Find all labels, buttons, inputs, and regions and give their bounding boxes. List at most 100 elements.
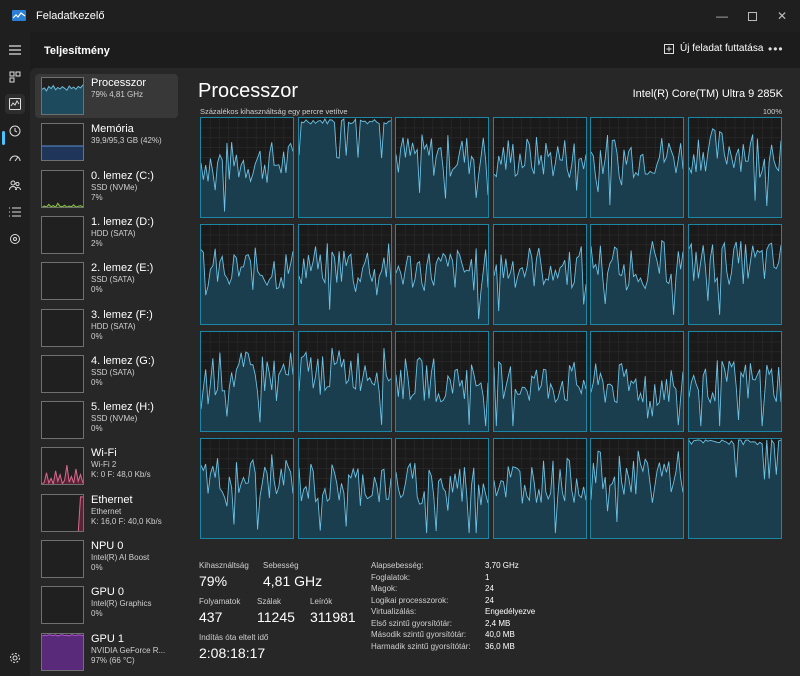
- nav-settings[interactable]: [5, 648, 25, 668]
- nav-startup-apps[interactable]: [5, 148, 25, 168]
- sidebar-item-sub2: 0%: [91, 563, 103, 572]
- sidebar-item-sub: SSD (NVMe): [91, 414, 138, 424]
- uptime-label: Indítás óta eltelt idő: [199, 633, 269, 642]
- cpu-core-graph: [297, 438, 392, 539]
- cpu-core-graph: [395, 331, 490, 432]
- sidebar-item-name: 0. lemez (C:): [91, 169, 154, 182]
- sidebar-thumbnail-graph: [41, 215, 84, 254]
- sidebar-item-name: GPU 1: [91, 632, 125, 645]
- sidebar-item[interactable]: NPU 0 Intel(R) AI Boost 0%: [35, 537, 178, 581]
- speed-label: Sebesség: [263, 561, 299, 570]
- detail-key: Logikai processzorok:: [371, 595, 449, 605]
- cpu-core-graph: [200, 117, 294, 218]
- run-new-task-button[interactable]: Új feladat futtatása: [664, 43, 763, 54]
- nav-services[interactable]: [5, 229, 25, 249]
- nav-users[interactable]: [5, 175, 25, 195]
- cpu-core-graph: [590, 438, 685, 539]
- sidebar-item-sub: 39,9/95,3 GB (42%): [91, 136, 162, 146]
- cpu-core-graph: [590, 331, 685, 432]
- gear-icon: [10, 653, 20, 663]
- sidebar-item-sub: Intel(R) Graphics: [91, 599, 152, 609]
- sidebar-item[interactable]: 1. lemez (D:) HDD (SATA) 2%: [35, 213, 178, 257]
- active-nav-indicator: [2, 131, 5, 145]
- sidebar-item[interactable]: 5. lemez (H:) SSD (NVMe) 0%: [35, 398, 178, 442]
- sidebar-thumbnail-graph: [41, 493, 84, 532]
- processes-icon: [9, 71, 21, 83]
- detail-value: 1: [485, 572, 490, 582]
- sidebar-item[interactable]: Ethernet Ethernet K: 16,0 F: 40,0 Kb/s: [35, 491, 178, 535]
- sidebar-item-sub2: 0%: [91, 377, 103, 387]
- minimize-button[interactable]: —: [704, 0, 740, 32]
- history-icon: [9, 125, 21, 137]
- sidebar-thumbnail-graph: [41, 540, 84, 578]
- sidebar-item-sub2: 0%: [91, 331, 103, 341]
- hamburger-icon: [9, 45, 21, 55]
- sidebar-item[interactable]: GPU 1 NVIDIA GeForce R... 97% (66 °C): [35, 630, 178, 674]
- sidebar-item-name: 2. lemez (E:): [91, 262, 154, 275]
- detail-value: 36,0 MB: [485, 641, 515, 651]
- handles-value: 311981: [310, 609, 356, 625]
- sidebar-item-sub: Intel(R) AI Boost: [91, 553, 150, 562]
- users-icon: [9, 180, 21, 191]
- cpu-core-graph: [297, 224, 392, 325]
- maximize-icon: [747, 11, 757, 21]
- processes-label: Folyamatok: [199, 597, 241, 606]
- detail-value: Engedélyezve: [485, 607, 536, 616]
- sidebar-item[interactable]: 2. lemez (E:) SSD (SATA) 0%: [35, 259, 178, 303]
- close-button[interactable]: ✕: [764, 0, 800, 32]
- threads-label: Szálak: [257, 597, 282, 606]
- page-title: Teljesítmény: [44, 45, 110, 57]
- more-options-button[interactable]: •••: [768, 42, 784, 56]
- sidebar-item-name: Memória: [91, 123, 134, 136]
- sidebar-item[interactable]: Processzor 79% 4,81 GHz: [35, 74, 178, 118]
- hamburger-menu-button[interactable]: [5, 40, 25, 60]
- nav-details[interactable]: [5, 202, 25, 222]
- detail-key: Harmadik szintű gyorsítótár:: [371, 641, 471, 651]
- core-graphs-grid[interactable]: [200, 117, 783, 540]
- sidebar-item[interactable]: 3. lemez (F:) HDD (SATA) 0%: [35, 306, 178, 350]
- cpu-core-graph: [395, 224, 490, 325]
- cpu-core-graph: [297, 331, 392, 432]
- cpu-core-graph: [590, 224, 685, 325]
- uptime-value: 2:08:18:17: [199, 645, 266, 661]
- detail-value: 3,70 GHz: [485, 561, 519, 570]
- detail-value: 24: [485, 584, 494, 593]
- sidebar-thumbnail-graph: [41, 308, 84, 347]
- sidebar-item-sub: HDD (SATA): [91, 321, 136, 331]
- sidebar-item[interactable]: 4. lemez (G:) SSD (SATA) 0%: [35, 352, 178, 396]
- threads-value: 11245: [257, 609, 295, 625]
- speed-value: 4,81 GHz: [263, 573, 323, 589]
- sidebar-item-sub2: 0%: [91, 424, 103, 434]
- nav-performance[interactable]: [5, 94, 25, 114]
- detail-key: Második szintű gyorsítótár:: [371, 630, 467, 639]
- maximize-button[interactable]: [734, 0, 770, 32]
- detail-value: 2,4 MB: [485, 618, 511, 628]
- run-task-icon: [664, 43, 674, 54]
- sidebar-thumbnail-graph: [41, 123, 84, 162]
- speedometer-icon: [9, 155, 21, 162]
- graph-max-label: 100%: [762, 107, 782, 116]
- nav-app-history[interactable]: [5, 121, 25, 141]
- sidebar-thumbnail-graph: [41, 586, 84, 625]
- nav-processes[interactable]: [5, 67, 25, 87]
- sidebar-thumbnail-graph: [41, 169, 84, 208]
- title-bar: Feladatkezelő — ✕: [0, 0, 800, 32]
- cpu-title: Processzor: [198, 80, 299, 102]
- sidebar-item-sub: SSD (NVMe): [91, 182, 138, 192]
- sidebar-thumbnail-graph: [41, 77, 84, 115]
- sidebar-item[interactable]: Memória 39,9/95,3 GB (42%): [35, 120, 178, 164]
- sidebar-thumbnail-graph: [41, 632, 84, 671]
- sidebar-item-sub2: K: 0 F: 48,0 Kb/s: [91, 470, 151, 480]
- detail-key: Magok:: [371, 584, 398, 593]
- sidebar-item-sub2: 97% (66 °C): [91, 655, 135, 665]
- sidebar-thumbnail-graph: [41, 447, 84, 486]
- cpu-core-graph: [395, 117, 490, 218]
- close-icon: ✕: [776, 9, 788, 23]
- sidebar-item[interactable]: Wi-Fi Wi-Fi 2 K: 0 F: 48,0 Kb/s: [35, 444, 178, 488]
- sidebar-item-name: 1. lemez (D:): [91, 215, 154, 228]
- cpu-model: Intel(R) Core(TM) Ultra 9 285K: [632, 88, 783, 100]
- cpu-core-graph: [688, 331, 782, 432]
- sidebar-item-name: Wi-Fi: [91, 447, 117, 460]
- sidebar-item[interactable]: 0. lemez (C:) SSD (NVMe) 7%: [35, 167, 178, 211]
- sidebar-item[interactable]: GPU 0 Intel(R) Graphics 0%: [35, 583, 178, 627]
